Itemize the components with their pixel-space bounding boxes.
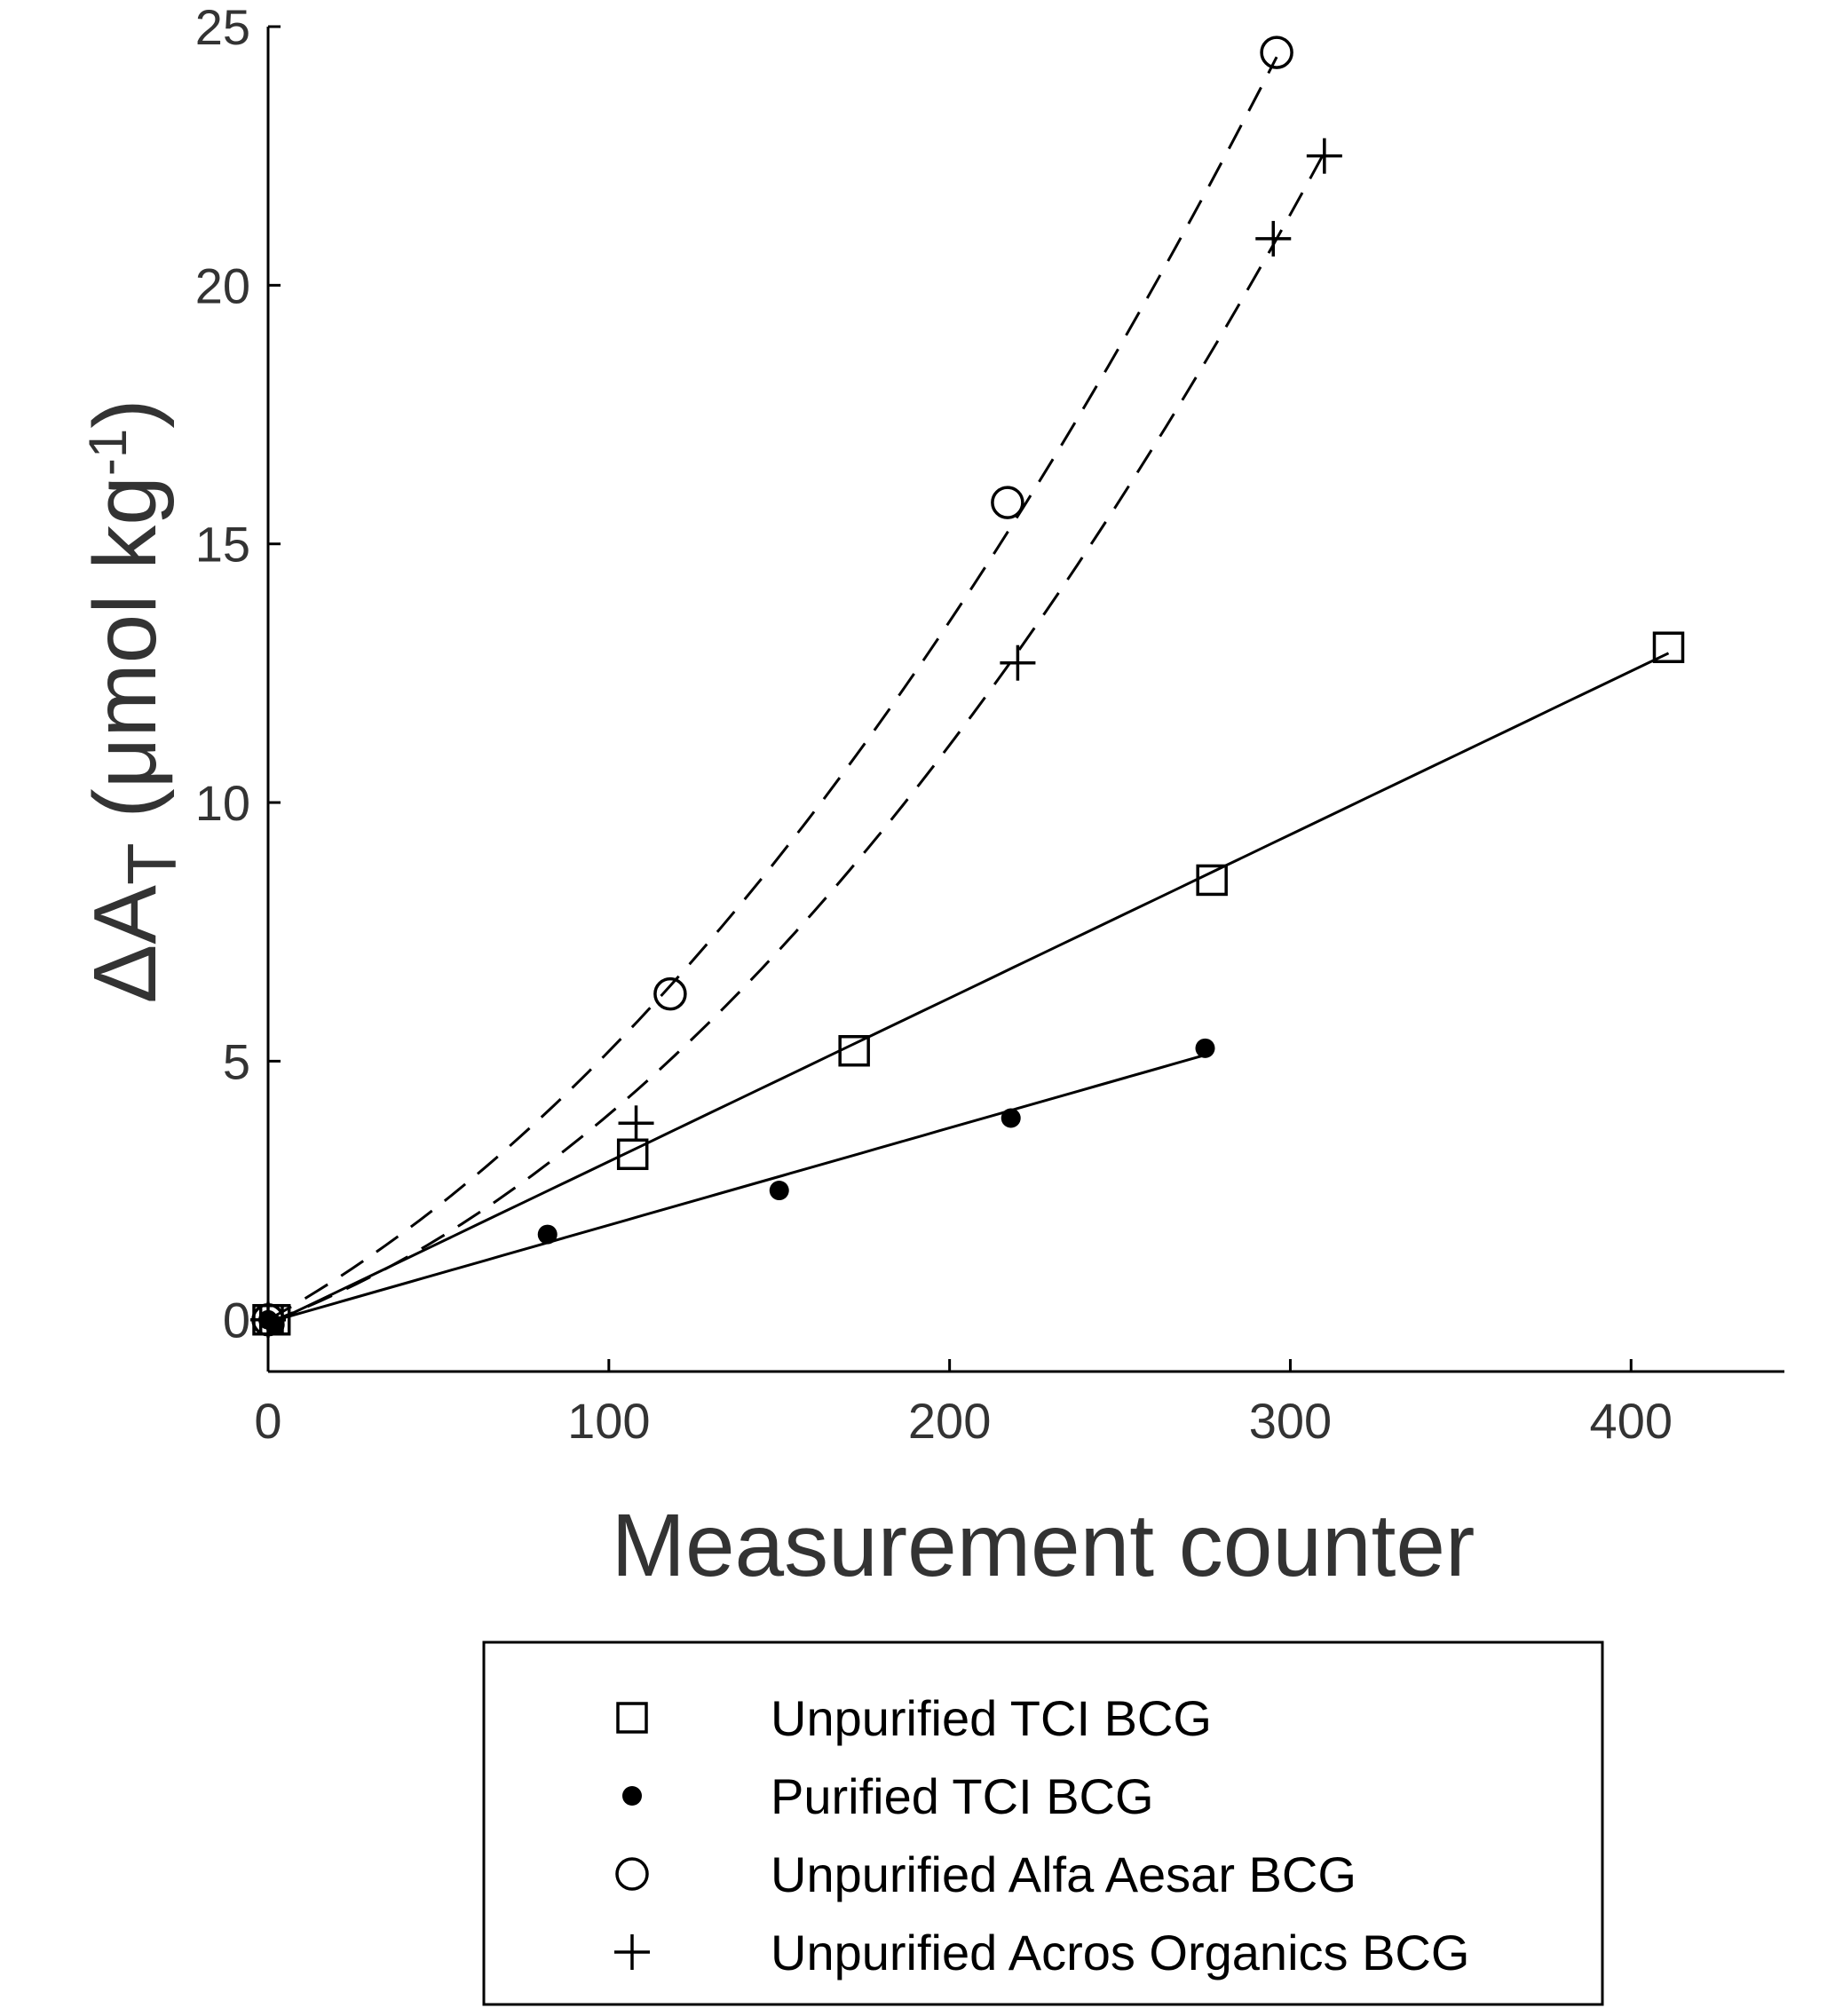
y-tick-label-0: 0 — [223, 1293, 250, 1348]
y-tick-label-1: 5 — [223, 1033, 250, 1089]
y-tick-label-2: 10 — [195, 775, 250, 831]
point-s2-2 — [991, 486, 1024, 519]
legend-box — [482, 1640, 1604, 2006]
legend-marker-0 — [616, 1702, 648, 1734]
legend: Unpurified TCI BCG Purified TCI BCG Unpuri… — [482, 1640, 1604, 2006]
y-axis-title-unit: (μmol kg — [75, 476, 175, 842]
fit-line-3 — [267, 151, 1326, 1324]
point-s1-3 — [769, 1181, 789, 1201]
x-tick-label-4: 400 — [1590, 1393, 1673, 1449]
point-s0-5 — [1652, 631, 1685, 663]
point-s1-2 — [537, 1224, 558, 1245]
legend-label-3: Unpurified Acros Organics BCG — [771, 1925, 1469, 1980]
y-axis-title: ΔAT (μmol kg-1) — [75, 399, 191, 1003]
point-s3-3 — [1255, 220, 1292, 257]
point-s3-0 — [250, 1301, 286, 1338]
legend-marker-2 — [615, 1857, 649, 1891]
y-axis-title-symbol: ΔA — [75, 885, 175, 1004]
point-s2-1 — [653, 976, 687, 1011]
x-tick-label-3: 300 — [1249, 1393, 1332, 1449]
point-s3-1 — [618, 1105, 654, 1142]
point-s1-5 — [1195, 1038, 1215, 1058]
point-s1-4 — [1001, 1108, 1021, 1128]
point-s2-3 — [1260, 36, 1293, 69]
x-axis-title: Measurement counter — [612, 1496, 1475, 1595]
fit-line-2 — [267, 56, 1278, 1322]
legend-items: Unpurified TCI BCG Purified TCI BCG Unpuri… — [614, 1690, 1469, 1980]
y-tick-label-5: 25 — [195, 0, 250, 55]
axes — [266, 27, 1784, 1373]
x-tick-label-1: 100 — [567, 1393, 650, 1449]
data-markers — [250, 36, 1685, 1338]
y-axis-title-unit-end: ) — [75, 399, 175, 428]
fit-lines — [267, 56, 1670, 1326]
x-tick-label-0: 0 — [254, 1393, 281, 1449]
legend-label-0: Unpurified TCI BCG — [771, 1690, 1212, 1746]
x-tick-label-2: 200 — [908, 1393, 991, 1449]
point-s3-4 — [1306, 138, 1342, 174]
fit-line-0 — [267, 652, 1670, 1326]
y-axis-title-subscript: T — [113, 842, 191, 885]
y-axis-title-superscript: -1 — [78, 429, 138, 476]
legend-label-1: Purified TCI BCG — [771, 1768, 1154, 1824]
legend-marker-1 — [622, 1786, 642, 1806]
x-ticks: 0 100 200 300 400 — [254, 1359, 1673, 1449]
y-tick-label-4: 20 — [195, 257, 250, 313]
point-s0-2 — [616, 1138, 649, 1171]
legend-label-2: Unpurified Alfa Aesar BCG — [771, 1846, 1356, 1902]
point-s0-3 — [838, 1034, 870, 1067]
legend-marker-3 — [614, 1934, 650, 1970]
y-tick-label-3: 15 — [195, 517, 250, 573]
fit-line-1 — [267, 1053, 1206, 1324]
point-s3-2 — [1000, 644, 1036, 681]
point-s0-4 — [1196, 864, 1228, 897]
